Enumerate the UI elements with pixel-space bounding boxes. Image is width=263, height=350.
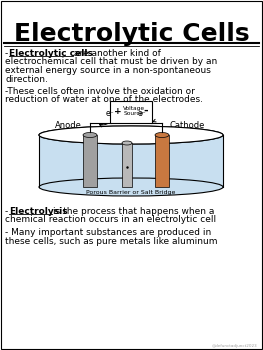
Text: are another kind of: are another kind of [74,49,161,58]
Text: @defunctadjunct2023: @defunctadjunct2023 [212,344,258,348]
Bar [122,143,132,187]
Ellipse shape [39,178,223,196]
Text: Voltage
Source: Voltage Source [123,106,145,117]
FancyArrowPatch shape [153,119,156,122]
Bar [83,135,97,187]
FancyBboxPatch shape [110,101,152,123]
Ellipse shape [83,133,97,138]
Text: reduction of water at one of the electrodes.: reduction of water at one of the electro… [5,96,203,105]
Ellipse shape [155,133,169,138]
Text: -: - [5,207,8,216]
Text: -: - [5,49,8,58]
Bar [39,135,223,187]
Text: electrochemical cell that must be driven by an: electrochemical cell that must be driven… [5,57,217,66]
Text: Electrolysis: Electrolysis [9,207,68,216]
Text: Electrolytic cells: Electrolytic cells [9,49,93,58]
Ellipse shape [39,126,223,144]
Text: - Many important substances are produced in: - Many important substances are produced… [5,228,211,237]
Text: direction.: direction. [5,75,48,84]
FancyArrowPatch shape [99,124,108,127]
Text: Porous Barrier or Salt Bridge: Porous Barrier or Salt Bridge [86,190,176,195]
Text: -: - [143,106,148,116]
Ellipse shape [39,126,223,144]
Ellipse shape [122,141,132,145]
Text: +: + [114,106,122,116]
Text: external energy source in a non-spontaneous: external energy source in a non-spontane… [5,66,211,75]
Text: is the process that happens when a: is the process that happens when a [53,207,214,216]
Text: e⁻: e⁻ [138,108,146,118]
Text: chemical reaction occurs in an electrolytic cell: chemical reaction occurs in an electroly… [5,216,216,224]
Text: -These cells often involve the oxidation or: -These cells often involve the oxidation… [5,87,195,96]
Text: Electrolytic Cells: Electrolytic Cells [14,22,249,46]
Text: Anode: Anode [54,121,82,131]
Text: Cathode: Cathode [169,121,205,131]
Bar [155,135,169,187]
Text: e⁻: e⁻ [106,108,114,118]
Text: these cells, such as pure metals like aluminum: these cells, such as pure metals like al… [5,237,218,245]
